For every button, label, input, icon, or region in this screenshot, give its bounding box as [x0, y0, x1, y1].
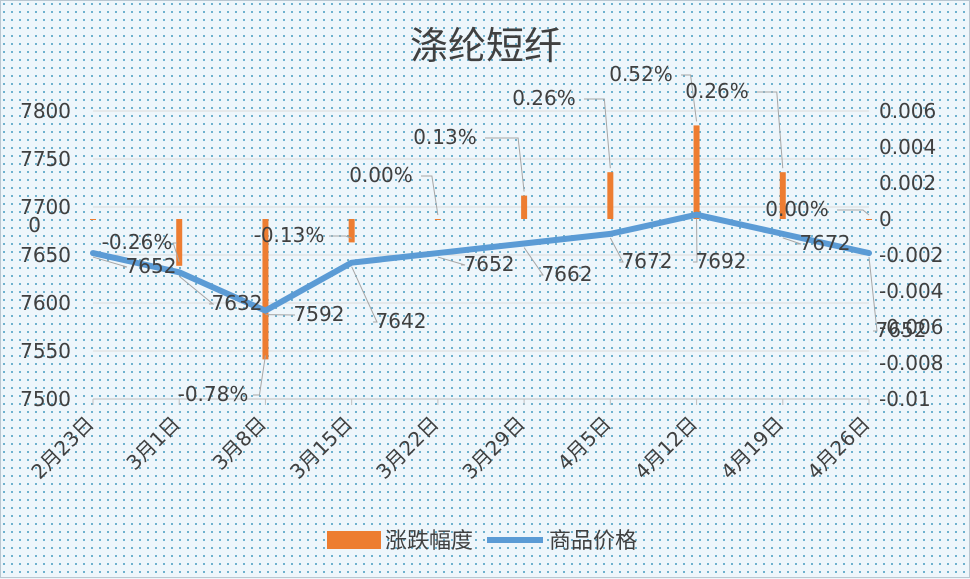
bar-data-label: -0.26% [102, 230, 173, 254]
left-extra-tick-label: 0 [28, 213, 41, 237]
bar [349, 219, 355, 242]
x-tick-label: 2月23日 [26, 412, 98, 484]
bar-data-label: 0.26% [512, 86, 576, 110]
bar [176, 219, 182, 266]
bar-label-leader [253, 355, 265, 395]
left-tick-label: 7650 [20, 243, 71, 267]
bar-data-label: 0.26% [685, 79, 749, 103]
line-data-label: 7652 [876, 318, 927, 342]
right-tick-label: -0.01 [879, 387, 931, 411]
legend-bar-swatch [327, 531, 381, 549]
x-tick-label: 3月15日 [285, 412, 357, 484]
bar-data-label: 0.00% [349, 163, 413, 187]
right-tick-label: -0.002 [879, 243, 943, 267]
bar-data-label: -0.13% [254, 223, 325, 247]
right-tick-label: 0.004 [879, 135, 936, 159]
line-data-label: 7672 [800, 231, 851, 255]
bar-label-leader [584, 99, 610, 168]
bar-label-leader [421, 176, 438, 215]
chart-title: 涤纶短纤 [410, 24, 562, 68]
bar [435, 219, 441, 220]
x-tick-label: 4月26日 [802, 412, 874, 484]
right-tick-label: 0 [879, 207, 892, 231]
line-label-leader [524, 247, 543, 275]
bar-series [90, 125, 872, 359]
line-label-leader [352, 267, 377, 322]
bar [521, 196, 527, 219]
bar-data-label: -0.78% [178, 382, 249, 406]
x-tick-label: 3月22日 [371, 412, 443, 484]
x-tick-label: 3月1日 [122, 412, 185, 475]
line-data-label: 7662 [542, 262, 593, 286]
line-data-label: 7592 [294, 302, 345, 326]
right-tick-label: -0.008 [879, 351, 943, 375]
left-tick-label: 7800 [20, 99, 71, 123]
line-data-label: 7672 [622, 249, 673, 273]
line-data-label: 7652 [464, 252, 515, 276]
data-labels: -0.26%-0.78%-0.13%0.00%0.13%0.26%0.52%0.… [93, 62, 926, 406]
legend: 涨跌幅度 商品价格 [327, 529, 637, 554]
bar [90, 219, 96, 220]
bar-label-leader [329, 236, 352, 238]
x-tick-label: 4月12日 [630, 412, 702, 484]
x-tick-label: 3月29日 [457, 412, 529, 484]
x-tick-label: 3月8日 [208, 412, 271, 475]
bar-data-label: 0.52% [609, 62, 673, 86]
left-tick-label: 7600 [20, 291, 71, 315]
right-tick-label: 0.002 [879, 171, 936, 195]
line-data-label: 7692 [696, 249, 747, 273]
bar [607, 172, 613, 219]
left-tick-label: 7750 [20, 147, 71, 171]
right-axis-ticks: -0.01-0.008-0.006-0.004-0.00200.0020.004… [879, 99, 943, 411]
line-label-leader [438, 257, 465, 265]
right-tick-label: 0.006 [879, 99, 936, 123]
bar-data-label: 0.00% [765, 197, 829, 221]
right-tick-label: -0.004 [879, 279, 943, 303]
bar [866, 219, 872, 220]
bar-label-leader [757, 92, 783, 168]
legend-line-label: 商品价格 [549, 529, 637, 554]
left-tick-label: 7500 [20, 387, 71, 411]
line-data-label: 7642 [376, 309, 427, 333]
x-tick-label: 4月19日 [716, 412, 788, 484]
bar-data-label: 0.13% [413, 125, 477, 149]
left-tick-label: 7550 [20, 339, 71, 363]
x-tick-label: 4月5日 [553, 412, 616, 475]
bar-label-leader [837, 210, 869, 215]
line-data-label: 7652 [126, 254, 177, 278]
line-data-label: 7632 [212, 291, 263, 315]
legend-bar-label: 涨跌幅度 [385, 529, 473, 554]
bar-label-leader [485, 138, 524, 192]
bar [694, 125, 700, 219]
